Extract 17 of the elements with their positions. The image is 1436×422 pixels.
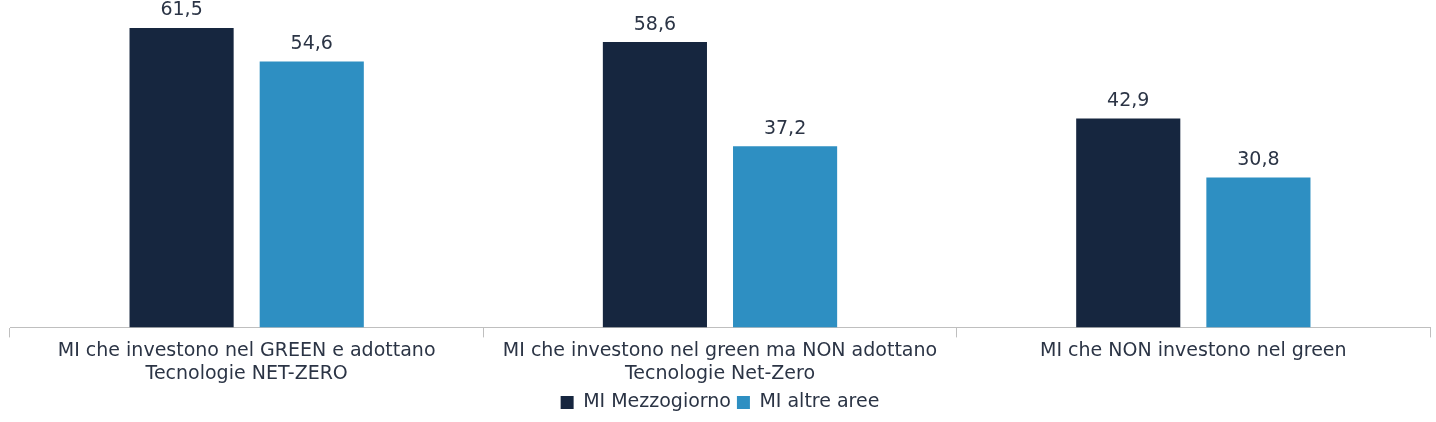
- bar: [129, 28, 234, 328]
- data-label: 37,2: [763, 115, 807, 138]
- data-label: 58,6: [633, 11, 677, 34]
- bar: [733, 146, 838, 328]
- x-tick-label: MI che NON investono nel green: [1040, 337, 1347, 360]
- bar: [1206, 177, 1311, 328]
- bar: [602, 42, 707, 328]
- bar: [1076, 118, 1181, 328]
- x-tick-label: MI che investono nel green ma NON adottano Tecnologie Net-Zero: [502, 337, 938, 383]
- legend-label: MI Mezzogiorno: [583, 389, 731, 412]
- data-label: 54,6: [290, 31, 333, 54]
- data-label: 61,5: [160, 0, 203, 20]
- data-label: 30,8: [1237, 146, 1280, 169]
- x-tick-label: MI che investono nel GREEN e adottano Tecnologie NET-ZERO: [57, 337, 436, 383]
- bar: [259, 61, 364, 328]
- legend-label: MI altre aree: [759, 389, 880, 412]
- data-label: 42,9: [1107, 87, 1150, 110]
